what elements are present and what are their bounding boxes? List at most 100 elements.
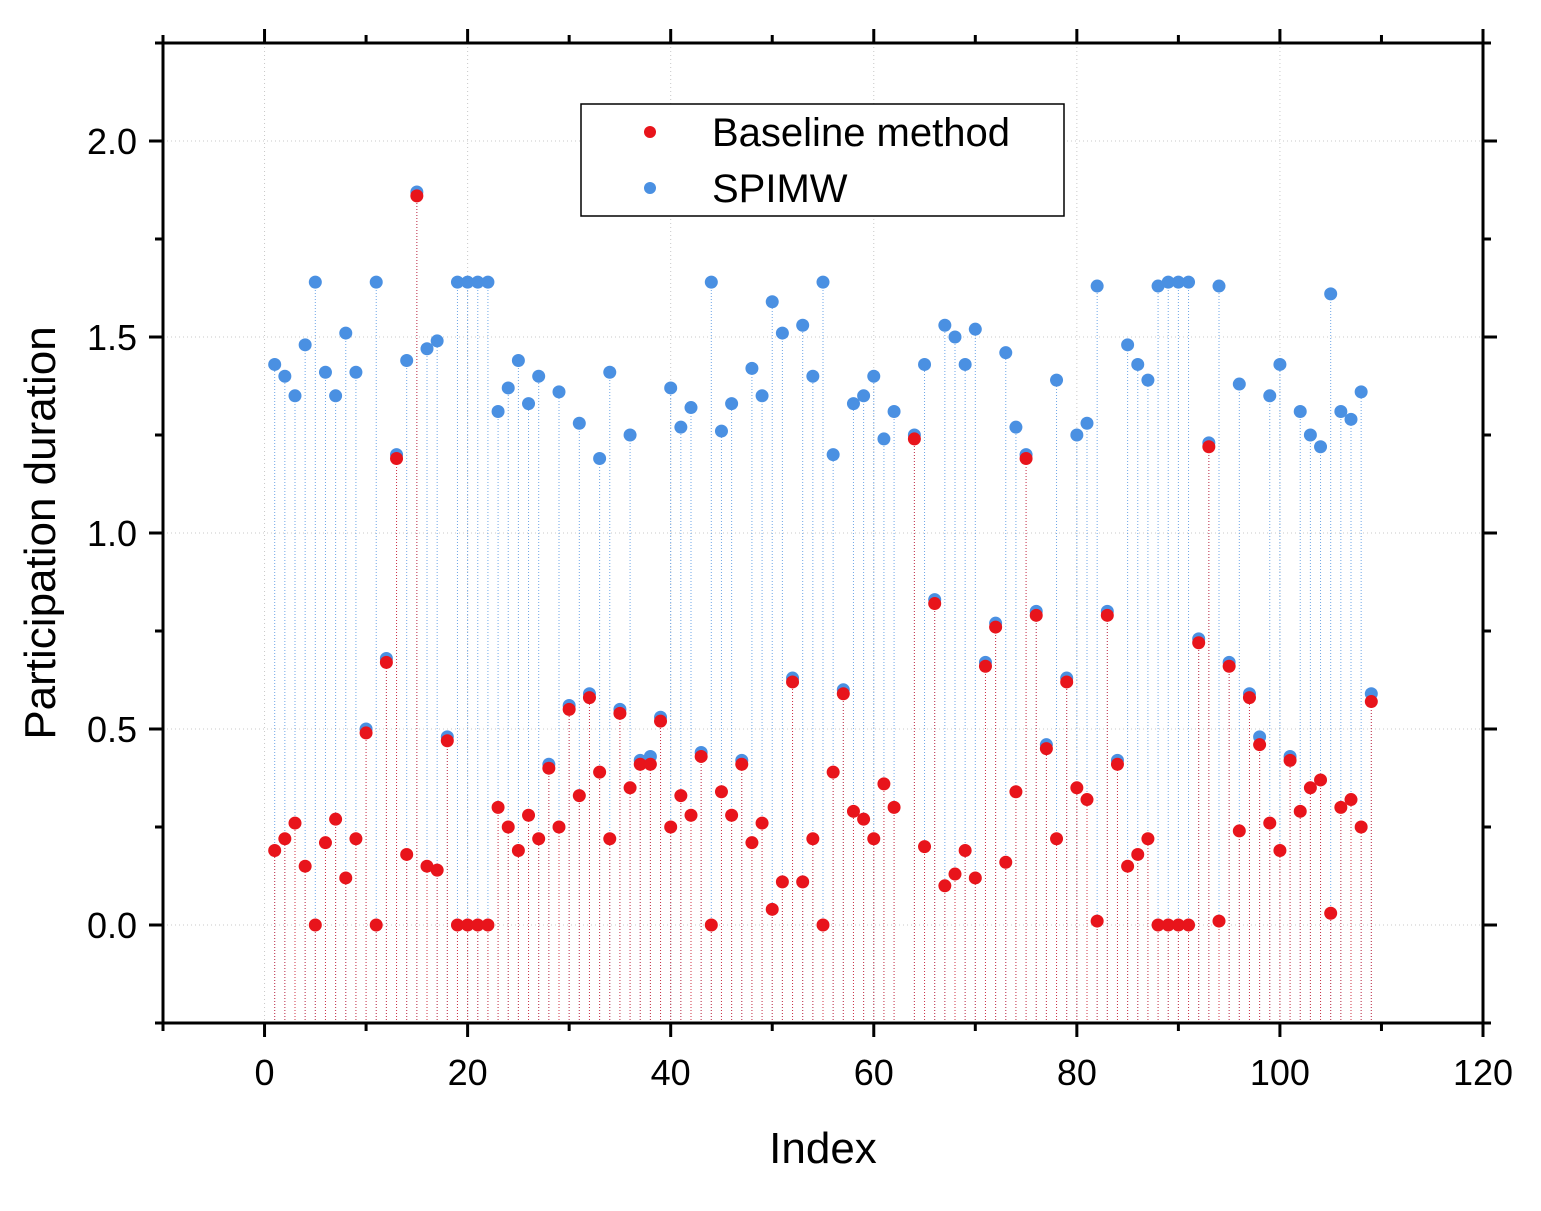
- spimw-point: [1182, 275, 1196, 289]
- spimw-point: [1080, 416, 1094, 430]
- baseline-point: [1171, 918, 1185, 932]
- spimw-point: [877, 432, 891, 446]
- spimw-point: [511, 354, 525, 368]
- baseline-point: [846, 804, 860, 818]
- x-tick-labels: 0 20 40 60 80 100 120: [255, 1052, 1514, 1093]
- spimw-point: [745, 361, 759, 375]
- spimw-point: [430, 334, 444, 348]
- x-tick-label: 0: [255, 1052, 275, 1093]
- spimw-point: [684, 401, 698, 415]
- baseline-point: [704, 918, 718, 932]
- baseline-point: [461, 918, 475, 932]
- spimw-point: [623, 428, 637, 442]
- spimw-point: [674, 420, 688, 434]
- spimw-point: [1070, 428, 1084, 442]
- baseline-point: [654, 714, 668, 728]
- baseline-point: [471, 918, 485, 932]
- baseline-point: [1192, 636, 1206, 650]
- spimw-point: [1161, 275, 1175, 289]
- baseline-point: [775, 875, 789, 889]
- baseline-point: [674, 789, 688, 803]
- baseline-point: [1161, 918, 1175, 932]
- baseline-point: [1080, 793, 1094, 807]
- spimw-point: [603, 365, 617, 379]
- baseline-point: [1242, 691, 1256, 705]
- baseline-point: [329, 812, 343, 826]
- baseline-point: [522, 808, 536, 822]
- baseline-point: [1029, 608, 1043, 622]
- baseline-point: [1131, 847, 1145, 861]
- spimw-point: [1212, 279, 1226, 293]
- spimw-point: [369, 275, 383, 289]
- legend-box: [580, 103, 1065, 217]
- baseline-point: [1019, 452, 1033, 466]
- baseline-point: [1293, 804, 1307, 818]
- y-tick-label: 0.5: [87, 709, 137, 750]
- spimw-point: [522, 397, 536, 411]
- spimw-point: [471, 275, 485, 289]
- spimw-point: [1151, 279, 1165, 293]
- baseline-point: [1212, 914, 1226, 928]
- baseline-point: [928, 597, 942, 611]
- x-axis-label: Index: [769, 1124, 877, 1173]
- baseline-point: [958, 844, 972, 858]
- baseline-point: [816, 918, 830, 932]
- spimw-point: [593, 452, 607, 466]
- baseline-point: [613, 706, 627, 720]
- spimw-point: [491, 404, 505, 418]
- spimw-point: [1232, 377, 1246, 391]
- baseline-point: [765, 902, 779, 916]
- baseline-point: [948, 867, 962, 881]
- baseline-point: [1202, 440, 1216, 454]
- baseline-point: [1100, 608, 1114, 622]
- baseline-point: [725, 808, 739, 822]
- spimw-point: [1171, 275, 1185, 289]
- x-tick-label: 60: [854, 1052, 894, 1093]
- baseline-point: [532, 832, 546, 846]
- spimw-point: [1121, 338, 1135, 352]
- baseline-point: [806, 832, 820, 846]
- baseline-point: [1222, 659, 1236, 673]
- x-tick-label: 100: [1250, 1052, 1310, 1093]
- spimw-point: [806, 369, 820, 383]
- baseline-point: [714, 785, 728, 799]
- baseline-point: [918, 840, 932, 854]
- baseline-point: [603, 832, 617, 846]
- spimw-point: [450, 275, 464, 289]
- spimw-point: [826, 448, 840, 462]
- baseline-point: [1364, 695, 1378, 709]
- x-tick-label: 80: [1057, 1052, 1097, 1093]
- spimw-point: [1314, 440, 1328, 454]
- baseline-point: [481, 918, 495, 932]
- spimw-point: [765, 295, 779, 309]
- baseline-point: [1334, 800, 1348, 814]
- baseline-point: [379, 655, 393, 669]
- spimw-point: [278, 369, 292, 383]
- spimw-point: [1009, 420, 1023, 434]
- baseline-point: [572, 789, 586, 803]
- data-points: [268, 185, 1378, 932]
- spimw-point: [816, 275, 830, 289]
- y-tick-labels: 0.0 0.5 1.0 1.5 2.0: [87, 121, 137, 946]
- spimw-point: [796, 318, 810, 332]
- spimw-point: [1324, 287, 1338, 301]
- baseline-point: [999, 855, 1013, 869]
- baseline-point: [369, 918, 383, 932]
- spimw-point: [1344, 412, 1358, 426]
- spimw-point: [664, 381, 678, 395]
- spimw-point: [400, 354, 414, 368]
- spimw-point: [857, 389, 871, 403]
- baseline-point: [1344, 793, 1358, 807]
- baseline-point: [623, 781, 637, 795]
- baseline-point: [887, 800, 901, 814]
- spimw-point: [501, 381, 515, 395]
- baseline-point: [1141, 832, 1155, 846]
- spimw-point: [1334, 404, 1348, 418]
- baseline-point: [268, 844, 282, 858]
- baseline-point: [491, 800, 505, 814]
- spimw-point: [329, 389, 343, 403]
- spimw-point: [532, 369, 546, 383]
- y-tick-label: 1.5: [87, 317, 137, 358]
- baseline-point: [1070, 781, 1084, 795]
- baseline-point: [430, 863, 444, 877]
